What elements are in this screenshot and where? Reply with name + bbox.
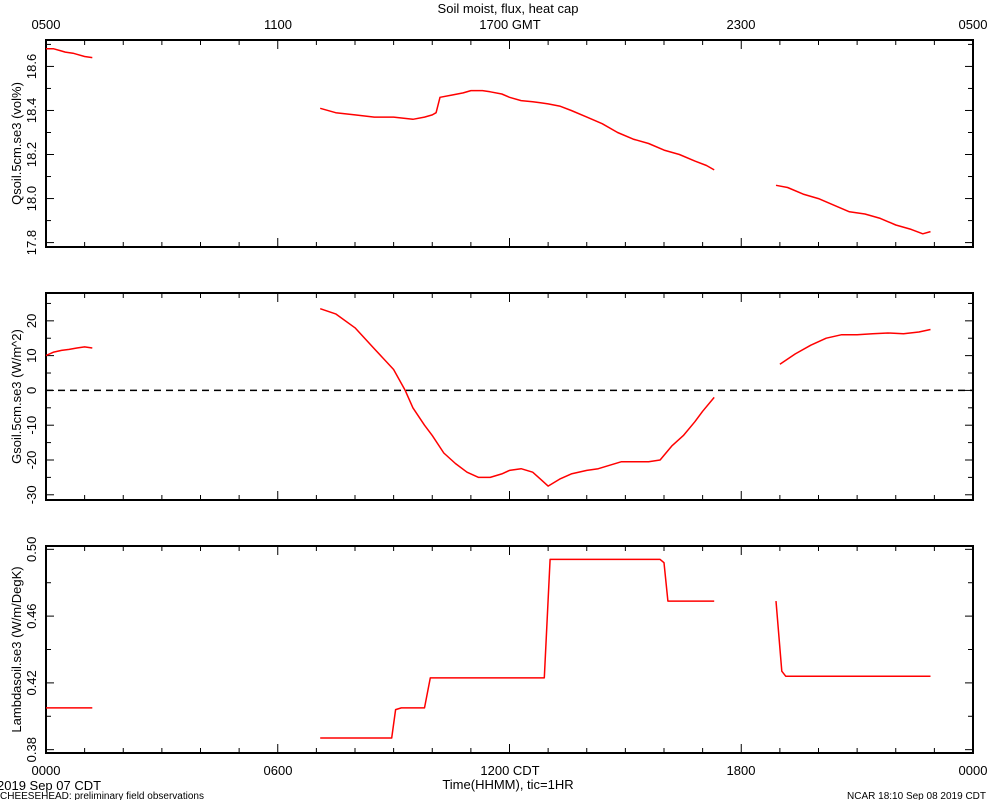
panel-0-series-segment-1	[319, 89, 715, 171]
panel-0-series-segment-2	[775, 184, 931, 235]
panel-0-ytick-label-2: 18.2	[24, 142, 39, 167]
stamp-label: NCAR 18:10 Sep 08 2019 CDT	[847, 791, 986, 800]
panel-0-ytick-label-1: 18.0	[24, 186, 39, 211]
panel-2-series-segment-2	[775, 601, 931, 677]
panel-1-ytick-label-4: 10	[24, 348, 39, 362]
panel-1-series-segment-1	[319, 307, 715, 487]
panel-2-ytick-label-0: 0.38	[24, 737, 39, 762]
top-tick-label-1: 1100	[264, 17, 292, 32]
panel-0-ytick-label-4: 18.6	[24, 54, 39, 79]
panel-1-ylabel: Gsoil.5cm.se3 (W/m^2)	[9, 329, 24, 464]
panel-1-series-segment-0	[45, 346, 93, 357]
bottom-tick-label-3: 1800	[727, 763, 756, 778]
bottom-tick-label-1: 0600	[264, 763, 293, 778]
panel-2-ytick-label-1: 0.42	[24, 670, 39, 695]
panel-2-ylabel: Lambdasoil.se3 (W/m/DegK)	[9, 566, 24, 732]
panel-0-frame	[45, 39, 974, 248]
date-label: 2019 Sep 07 CDT	[0, 778, 101, 793]
panel-2-ytick-label-3: 0.50	[24, 537, 39, 562]
panel-2-frame	[45, 545, 974, 754]
top-tick-label-2: 1700 GMT	[479, 17, 540, 32]
top-tick-label-4: 0500	[959, 17, 988, 32]
chart-title: Soil moist, flux, heat cap	[438, 1, 579, 16]
bottom-tick-label-4: 0000	[959, 763, 988, 778]
bottom-tick-label-2: 1200 CDT	[480, 763, 539, 778]
panel-1-ytick-label-1: -20	[24, 451, 39, 470]
panel-0-ylabel: Qsoil.5cm.se3 (vol%)	[9, 82, 24, 205]
panel-1-frame	[45, 292, 974, 501]
top-tick-label-0: 0500	[32, 17, 61, 32]
bottom-tick-label-0: 0000	[32, 763, 61, 778]
panel-2-ytick-label-2: 0.46	[24, 603, 39, 628]
panel-0-series-segment-0	[46, 48, 93, 59]
top-tick-label-3: 2300	[727, 17, 756, 32]
panel-2-series-segment-1	[320, 558, 715, 739]
panel-1-ytick-label-2: -10	[24, 416, 39, 435]
panel-0-ytick-label-0: 17.8	[24, 230, 39, 255]
x-axis-label: Time(HHMM), tic=1HR	[442, 777, 573, 792]
panel-1-ytick-label-0: -30	[24, 485, 39, 504]
project-label: CHEESEHEAD: preliminary field observatio…	[0, 791, 204, 800]
panel-1-ytick-label-3: 0	[24, 387, 39, 394]
panel-1-ytick-label-5: 20	[24, 314, 39, 328]
panel-1-series-segment-2	[779, 328, 931, 365]
panel-0-ytick-label-3: 18.4	[24, 98, 39, 123]
